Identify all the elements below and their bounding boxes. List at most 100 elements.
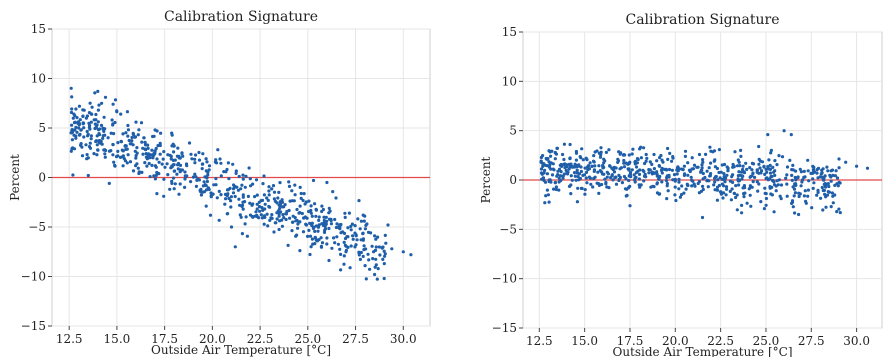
data-point [647, 171, 651, 175]
data-point [172, 144, 176, 148]
data-point [734, 195, 738, 200]
data-point [544, 156, 548, 161]
data-point [660, 171, 664, 175]
data-point [106, 136, 110, 140]
x-tick-label: 20.0 [199, 332, 226, 346]
data-point [374, 245, 378, 249]
data-point [273, 199, 277, 203]
data-point [692, 163, 697, 167]
data-point [807, 179, 811, 183]
data-point [741, 164, 745, 168]
data-point [755, 180, 759, 184]
data-point [717, 170, 721, 175]
data-point [239, 187, 243, 191]
data-point [735, 193, 739, 197]
data-point [382, 262, 386, 266]
data-point [701, 160, 705, 164]
data-point [99, 123, 104, 127]
data-point [150, 148, 154, 152]
data-point [630, 152, 634, 156]
data-point [80, 154, 85, 158]
data-point [197, 178, 201, 182]
data-point [791, 163, 795, 167]
data-point [383, 254, 387, 258]
data-point [125, 161, 129, 165]
data-point [303, 202, 307, 206]
data-point [622, 165, 627, 169]
data-point [111, 123, 115, 127]
data-point [546, 193, 551, 197]
data-point [677, 177, 681, 181]
data-point [320, 241, 325, 245]
data-point [298, 204, 302, 208]
data-point [613, 176, 617, 180]
data-point [721, 196, 725, 200]
data-point [236, 188, 240, 192]
data-point [267, 185, 271, 189]
data-point [757, 182, 761, 186]
data-point [697, 152, 702, 157]
data-point [803, 189, 807, 193]
data-point [119, 112, 123, 116]
data-point [767, 167, 771, 171]
data-point [362, 248, 366, 252]
data-point [306, 234, 310, 238]
data-point [374, 257, 378, 261]
data-point [327, 211, 331, 215]
data-point [561, 174, 565, 178]
data-point [580, 186, 584, 191]
data-point [275, 211, 279, 215]
data-point [71, 116, 75, 120]
data-point [293, 183, 297, 187]
data-point [748, 193, 752, 197]
data-point [101, 134, 105, 138]
data-point [677, 187, 681, 191]
data-point [170, 164, 174, 168]
data-point [720, 177, 724, 181]
data-point [153, 164, 157, 168]
data-point [556, 173, 560, 177]
data-point [288, 216, 292, 220]
data-point [372, 250, 376, 254]
data-point [671, 178, 675, 182]
data-point [366, 252, 370, 256]
data-point [569, 174, 573, 178]
data-point [767, 158, 771, 162]
data-point [775, 163, 779, 167]
data-point [673, 185, 677, 189]
data-point [280, 198, 284, 202]
data-point [368, 267, 372, 271]
data-point [773, 173, 777, 177]
data-point [561, 152, 565, 157]
data-point [151, 134, 155, 139]
data-point [833, 174, 838, 178]
data-point [298, 249, 302, 253]
data-point [796, 176, 800, 180]
data-point [73, 128, 77, 132]
data-point [793, 182, 797, 186]
data-point [82, 108, 86, 112]
data-point [782, 129, 786, 133]
data-point [592, 154, 596, 158]
data-point [114, 155, 119, 159]
data-point [309, 204, 313, 208]
data-point [822, 176, 826, 180]
data-point [180, 151, 184, 156]
data-point [183, 185, 187, 189]
data-point [785, 173, 789, 177]
data-point [779, 183, 784, 187]
data-point [712, 183, 716, 187]
data-point [169, 157, 173, 161]
data-point [79, 143, 83, 147]
data-point [102, 115, 106, 119]
data-point [284, 212, 288, 216]
data-point [622, 158, 626, 163]
data-point [732, 164, 736, 168]
x-tick-label: 27.5 [798, 334, 825, 348]
data-point [627, 178, 631, 183]
data-point [734, 184, 738, 188]
data-point [172, 163, 176, 167]
data-point [771, 165, 775, 169]
data-point [327, 217, 332, 221]
